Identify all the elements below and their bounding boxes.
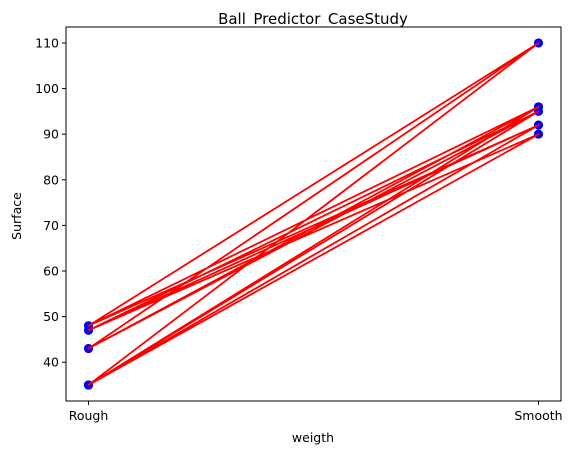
y-tick-label: 50 [43, 309, 59, 324]
x-tick-label: Smooth [514, 408, 562, 423]
chart-title: Ball_Predictor_CaseStudy [218, 10, 408, 29]
y-tick-label: 100 [35, 81, 59, 96]
y-tick-label: 60 [43, 264, 59, 279]
y-tick-label: 40 [43, 355, 59, 370]
x-tick-label: Rough [69, 408, 109, 423]
y-tick-label: 110 [35, 35, 59, 50]
y-tick-label: 80 [43, 172, 59, 187]
axes: 40 50 60 70 80 90 100 110 Rough Smooth [35, 35, 562, 423]
y-axis-label: Surface [9, 192, 24, 240]
x-axis-label: weigth [292, 430, 334, 445]
series-line [87, 42, 540, 386]
y-tick-label: 90 [43, 127, 59, 142]
plot-area [84, 38, 543, 390]
y-tick-label: 70 [43, 218, 59, 233]
plot-frame [65, 26, 562, 402]
